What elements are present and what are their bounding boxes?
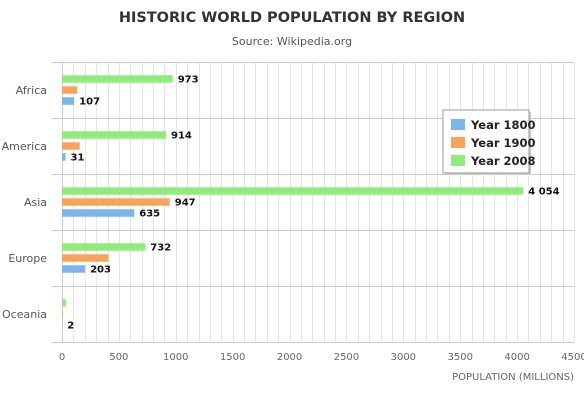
legend[interactable]: Year 1800 Year 1900 Year 2008 [442, 109, 536, 175]
category-label: Asia [24, 196, 47, 209]
data-label: 31 [71, 153, 85, 164]
x-tick-label: 4000 [504, 352, 529, 363]
bar-year-1900-europe[interactable] [62, 254, 109, 262]
bars [62, 75, 524, 329]
bar-year-2008-africa[interactable] [62, 75, 173, 83]
legend-item[interactable]: Year 2008 [470, 154, 536, 168]
x-tick-label: 4500 [561, 352, 584, 363]
data-labels: 107 973 31 914 635 947 4 054 203 732 2 [67, 75, 559, 332]
data-label: 635 [139, 209, 160, 220]
bar-year-2008-europe[interactable] [62, 243, 146, 251]
bar-year-1800-africa[interactable] [62, 97, 75, 105]
legend-item[interactable]: Year 1900 [470, 136, 536, 150]
data-label: 4 054 [528, 187, 559, 198]
bar-year-1900-asia[interactable] [62, 198, 170, 206]
x-tick-label: 3000 [391, 352, 416, 363]
bar-year-2008-asia[interactable] [62, 187, 524, 195]
grid [52, 62, 575, 343]
bar-year-1900-america[interactable] [62, 142, 80, 150]
data-label: 2 [67, 321, 74, 332]
x-tick-label: 1500 [220, 352, 245, 363]
x-axis-title: POPULATION (MILLIONS) [452, 372, 574, 383]
x-tick-label: 500 [109, 352, 128, 363]
bar-year-2008-oceania[interactable] [62, 299, 66, 307]
data-label: 203 [90, 265, 111, 276]
legend-swatch [451, 155, 465, 166]
legend-swatch [451, 119, 465, 130]
x-tick-label: 2500 [334, 352, 359, 363]
data-label: 914 [171, 131, 192, 142]
bar-year-2008-america[interactable] [62, 131, 166, 139]
legend-item[interactable]: Year 1800 [470, 118, 536, 132]
value-axis: 0 500 1000 1500 2000 2500 3000 3500 4000 4500 [59, 352, 584, 363]
bar-year-1800-america[interactable] [62, 153, 66, 161]
chart-title: HISTORIC WORLD POPULATION BY REGION [119, 10, 465, 26]
category-label: Europe [8, 252, 47, 265]
x-tick-label: 1000 [163, 352, 188, 363]
data-label: 107 [79, 97, 100, 108]
data-label: 947 [175, 198, 196, 209]
category-label: America [2, 140, 47, 153]
x-tick-label: 2000 [277, 352, 302, 363]
bar-year-1800-europe[interactable] [62, 265, 86, 273]
data-label: 732 [150, 243, 171, 254]
x-tick-label: 0 [59, 352, 65, 363]
bar-year-1800-asia[interactable] [62, 209, 135, 217]
category-label: Oceania [2, 308, 47, 321]
legend-swatch [451, 137, 465, 148]
category-axis: Africa America Asia Europe Oceania [2, 84, 48, 321]
bar-year-1900-africa[interactable] [62, 86, 78, 94]
bar-year-1900-oceania[interactable] [62, 310, 63, 318]
chart-subtitle: Source: Wikipedia.org [232, 35, 352, 48]
data-label: 973 [178, 75, 199, 86]
x-tick-label: 3500 [447, 352, 472, 363]
category-label: Africa [16, 84, 47, 97]
